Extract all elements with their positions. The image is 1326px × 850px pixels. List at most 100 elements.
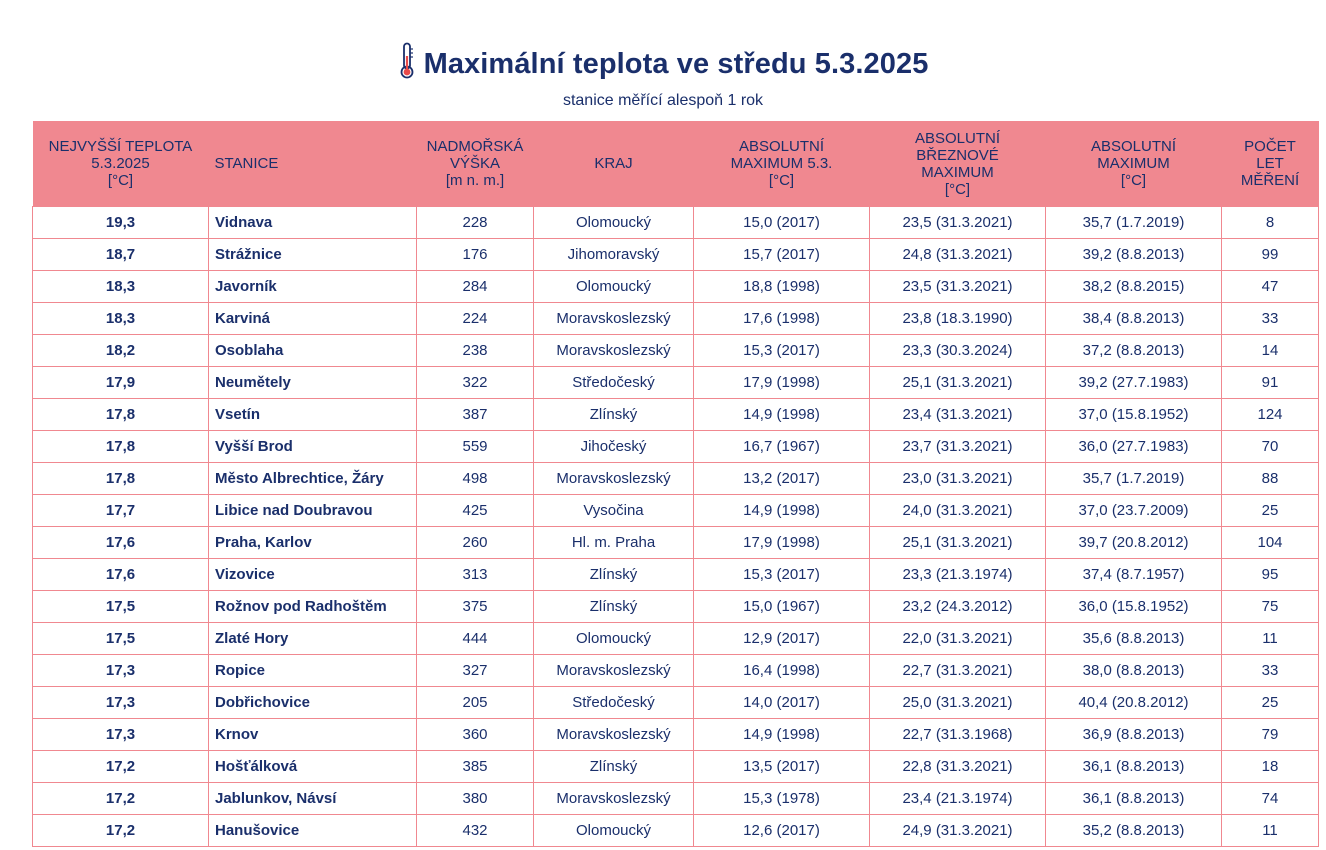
abs-max-cell: 36,9 (8.8.2013) xyxy=(1045,718,1222,751)
altitude-cell: 387 xyxy=(416,398,534,431)
table-row: 17,5 Zlaté Hory 444 Olomoucký 12,9 (2017) 22,… xyxy=(32,622,1319,655)
table-row: 18,3 Javorník 284 Olomoucký 18,8 (1998) 23,5 … xyxy=(32,270,1319,303)
region-cell: Moravskoslezský xyxy=(533,718,694,751)
abs-max-day-cell: 14,9 (1998) xyxy=(693,718,870,751)
abs-max-march-cell: 22,7 (31.3.1968) xyxy=(869,718,1046,751)
table-row: 18,7 Strážnice 176 Jihomoravský 15,7 (2017) 2… xyxy=(32,238,1319,271)
abs-max-day-cell: 15,0 (1967) xyxy=(693,590,870,623)
years-cell: 14 xyxy=(1221,334,1319,367)
years-cell: 47 xyxy=(1221,270,1319,303)
years-cell: 25 xyxy=(1221,686,1319,719)
col-header-region: KRAJ xyxy=(533,121,694,207)
abs-max-day-cell: 17,9 (1998) xyxy=(693,526,870,559)
max-temp-cell: 19,3 xyxy=(32,206,209,239)
abs-max-march-cell: 25,1 (31.3.2021) xyxy=(869,366,1046,399)
table-row: 17,8 Vsetín 387 Zlínský 14,9 (1998) 23,4 (31.… xyxy=(32,398,1319,431)
region-cell: Olomoucký xyxy=(533,206,694,239)
altitude-cell: 559 xyxy=(416,430,534,463)
table-row: 17,2 Jablunkov, Návsí 380 Moravskoslezský 15… xyxy=(32,782,1319,815)
table-row: 17,8 Město Albrechtice, Žáry 498 Moravskosl… xyxy=(32,462,1319,495)
max-temp-cell: 17,3 xyxy=(32,718,209,751)
page-subtitle: stanice měřící alespoň 1 rok xyxy=(562,92,764,109)
region-cell: Středočeský xyxy=(533,686,694,719)
abs-max-day-cell: 15,3 (1978) xyxy=(693,782,870,815)
max-temp-cell: 17,8 xyxy=(32,430,209,463)
col-header-abs-max-march: ABSOLUTNÍ BŘEZNOVÉ MAXIMUM [°C] xyxy=(869,121,1046,207)
abs-max-day-cell: 13,2 (2017) xyxy=(693,462,870,495)
station-cell: Libice nad Doubravou xyxy=(208,494,417,527)
station-cell: Ropice xyxy=(208,654,417,687)
altitude-cell: 238 xyxy=(416,334,534,367)
abs-max-cell: 36,1 (8.8.2013) xyxy=(1045,782,1222,815)
abs-max-cell: 37,4 (8.7.1957) xyxy=(1045,558,1222,591)
region-cell: Středočeský xyxy=(533,366,694,399)
altitude-cell: 444 xyxy=(416,622,534,655)
abs-max-cell: 35,6 (8.8.2013) xyxy=(1045,622,1222,655)
altitude-cell: 224 xyxy=(416,302,534,335)
abs-max-cell: 36,0 (15.8.1952) xyxy=(1045,590,1222,623)
abs-max-day-cell: 13,5 (2017) xyxy=(693,750,870,783)
station-cell: Strážnice xyxy=(208,238,417,271)
abs-max-day-cell: 15,3 (2017) xyxy=(693,334,870,367)
region-cell: Zlínský xyxy=(533,398,694,431)
altitude-cell: 284 xyxy=(416,270,534,303)
years-cell: 70 xyxy=(1221,430,1319,463)
years-cell: 95 xyxy=(1221,558,1319,591)
years-cell: 99 xyxy=(1221,238,1319,271)
abs-max-march-cell: 23,8 (18.3.1990) xyxy=(869,302,1046,335)
abs-max-cell: 35,2 (8.8.2013) xyxy=(1045,814,1222,847)
region-cell: Jihočeský xyxy=(533,430,694,463)
station-cell: Hanušovice xyxy=(208,814,417,847)
altitude-cell: 432 xyxy=(416,814,534,847)
years-cell: 74 xyxy=(1221,782,1319,815)
abs-max-day-cell: 17,9 (1998) xyxy=(693,366,870,399)
years-cell: 8 xyxy=(1221,206,1319,239)
station-cell: Osoblaha xyxy=(208,334,417,367)
max-temp-cell: 18,7 xyxy=(32,238,209,271)
table-row: 18,2 Osoblaha 238 Moravskoslezský 15,3 (2017… xyxy=(32,334,1319,367)
max-temp-cell: 17,5 xyxy=(32,622,209,655)
abs-max-cell: 38,0 (8.8.2013) xyxy=(1045,654,1222,687)
abs-max-cell: 39,2 (27.7.1983) xyxy=(1045,366,1222,399)
table-row: 17,3 Krnov 360 Moravskoslezský 14,9 (1998) 22… xyxy=(32,718,1319,751)
abs-max-march-cell: 23,5 (31.3.2021) xyxy=(869,270,1046,303)
abs-max-cell: 40,4 (20.8.2012) xyxy=(1045,686,1222,719)
region-cell: Moravskoslezský xyxy=(533,302,694,335)
altitude-cell: 498 xyxy=(416,462,534,495)
page-title: Maximální teplota ve středu 5.3.2025 xyxy=(423,47,929,80)
table-row: 17,5 Rožnov pod Radhoštěm 375 Zlínský 15,0 (… xyxy=(32,590,1319,623)
table-row: 17,6 Praha, Karlov 260 Hl. m. Praha 17,9 (19… xyxy=(32,526,1319,559)
years-cell: 33 xyxy=(1221,654,1319,687)
station-cell: Javorník xyxy=(208,270,417,303)
abs-max-march-cell: 23,3 (30.3.2024) xyxy=(869,334,1046,367)
title-row: Maximální teplota ve středu 5.3.2025 xyxy=(0,36,1326,92)
abs-max-march-cell: 23,0 (31.3.2021) xyxy=(869,462,1046,495)
abs-max-march-cell: 24,0 (31.3.2021) xyxy=(869,494,1046,527)
years-cell: 75 xyxy=(1221,590,1319,623)
station-cell: Vizovice xyxy=(208,558,417,591)
col-header-station: STANICE xyxy=(208,121,417,207)
station-cell: Jablunkov, Návsí xyxy=(208,782,417,815)
altitude-cell: 327 xyxy=(416,654,534,687)
abs-max-day-cell: 14,0 (2017) xyxy=(693,686,870,719)
station-cell: Praha, Karlov xyxy=(208,526,417,559)
abs-max-march-cell: 22,8 (31.3.2021) xyxy=(869,750,1046,783)
table-row: 17,2 Hošťálková 385 Zlínský 13,5 (2017) 22,8 … xyxy=(32,750,1319,783)
abs-max-cell: 35,7 (1.7.2019) xyxy=(1045,462,1222,495)
region-cell: Jihomoravský xyxy=(533,238,694,271)
altitude-cell: 375 xyxy=(416,590,534,623)
col-header-years: POČET LET MĚŘENÍ xyxy=(1221,121,1319,207)
region-cell: Olomoucký xyxy=(533,622,694,655)
altitude-cell: 176 xyxy=(416,238,534,271)
station-cell: Vidnava xyxy=(208,206,417,239)
years-cell: 104 xyxy=(1221,526,1319,559)
station-cell: Dobřichovice xyxy=(208,686,417,719)
altitude-cell: 360 xyxy=(416,718,534,751)
abs-max-cell: 36,1 (8.8.2013) xyxy=(1045,750,1222,783)
station-cell: Hošťálková xyxy=(208,750,417,783)
max-temp-cell: 18,3 xyxy=(32,302,209,335)
table-body: 19,3 Vidnava 228 Olomoucký 15,0 (2017) 23,5 (… xyxy=(32,206,1319,847)
max-temp-cell: 17,3 xyxy=(32,686,209,719)
col-header-max-temp: NEJVYŠŠÍ TEPLOTA 5.3.2025 [°C] xyxy=(32,121,209,207)
